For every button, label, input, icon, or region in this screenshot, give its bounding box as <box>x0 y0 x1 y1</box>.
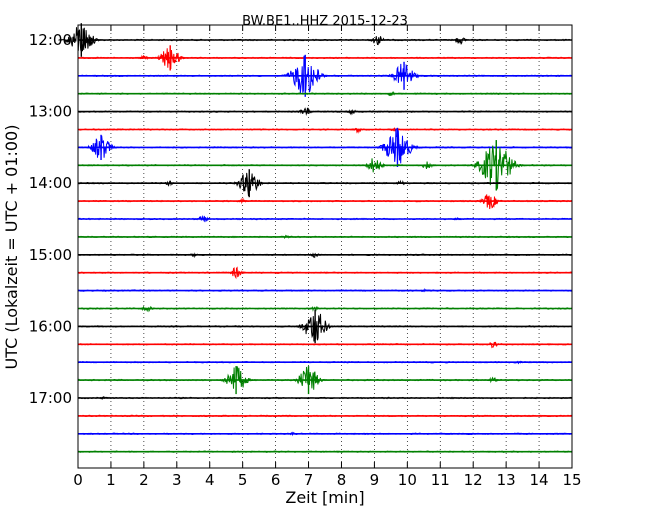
trace-noise <box>77 110 573 114</box>
x-tick-label: 2 <box>139 471 149 489</box>
seismic-event <box>307 305 323 312</box>
seismic-event <box>306 252 324 259</box>
trace-noise <box>77 181 573 185</box>
seismic-event <box>382 90 399 97</box>
seismic-event <box>416 161 437 170</box>
seismic-event <box>161 180 179 187</box>
seismic-event <box>475 194 504 210</box>
y-tick-label: 16:00 <box>29 317 72 335</box>
x-tick-label: 7 <box>304 471 314 489</box>
seismic-event <box>449 217 464 221</box>
x-tick-label: 9 <box>370 471 380 489</box>
x-tick-label: 5 <box>238 471 248 489</box>
seismic-event <box>294 107 316 117</box>
x-tick-label: 1 <box>106 471 116 489</box>
seismic-event <box>349 127 367 134</box>
y-tick-label: 14:00 <box>29 174 72 192</box>
seismic-event <box>449 37 470 45</box>
seismic-event <box>234 197 251 205</box>
x-tick-label: 3 <box>172 471 182 489</box>
y-tick-label: 12:00 <box>29 31 72 49</box>
seismic-event <box>359 158 389 173</box>
trace-noise <box>77 307 573 310</box>
seismic-event <box>192 214 214 223</box>
y-axis-label: UTC (Lokalzeit = UTC + 01:00) <box>2 125 21 370</box>
seismic-event <box>392 179 409 186</box>
seismic-event <box>483 341 503 349</box>
trace-noise <box>77 217 573 221</box>
x-tick-label: 0 <box>73 471 83 489</box>
trace-noise <box>77 271 573 275</box>
y-tick-label: 15:00 <box>29 246 72 264</box>
seismic-event <box>135 54 153 61</box>
trace-noise <box>77 253 573 257</box>
seismic-event <box>277 234 294 239</box>
seismic-event <box>484 376 502 384</box>
x-tick-label: 14 <box>530 471 549 489</box>
trace-noise <box>77 92 573 96</box>
seismic-event <box>284 431 300 437</box>
grid-layer <box>110 25 540 468</box>
trace-noise <box>77 360 573 364</box>
x-tick-label: 10 <box>398 471 417 489</box>
seismic-event <box>511 360 527 365</box>
plot-frame <box>77 24 573 469</box>
x-tick-label: 13 <box>497 471 516 489</box>
trace-noise <box>77 145 573 149</box>
x-tick-label: 11 <box>431 471 450 489</box>
y-tick-label: 13:00 <box>29 103 72 121</box>
seismic-event <box>416 287 431 293</box>
x-tick-label: 4 <box>205 471 215 489</box>
x-tick-label: 15 <box>562 471 581 489</box>
x-tick-label: 6 <box>271 471 281 489</box>
seismic-event <box>224 266 248 280</box>
seismic-event <box>342 108 360 116</box>
seismic-event <box>386 127 402 132</box>
x-tick-label: 12 <box>464 471 483 489</box>
trace-noise <box>77 38 573 42</box>
seismic-event <box>185 252 202 259</box>
y-tick-label: 17:00 <box>29 389 72 407</box>
seismic-event <box>366 36 389 46</box>
trace-noise <box>77 235 573 239</box>
trace-noise <box>77 396 573 400</box>
trace-noise <box>77 128 573 131</box>
chart-title: BW.BE1..HHZ 2015-12-23 <box>242 14 408 29</box>
seismic-event <box>136 305 158 313</box>
seismic-event <box>96 396 112 400</box>
x-tick-label: 8 <box>337 471 347 489</box>
traces-layer <box>58 23 573 454</box>
ticks-layer: 0 1 2 3 4 5 6 7 8 9 10 11 12 13 14 1512:0013:0014:0015:… <box>29 25 582 489</box>
trace-noise <box>77 450 573 454</box>
trace-noise <box>77 289 573 293</box>
trace-noise <box>77 74 573 78</box>
trace-noise <box>77 414 573 418</box>
trace-noise <box>77 432 573 436</box>
x-axis-label: Zeit [min] <box>285 488 364 507</box>
